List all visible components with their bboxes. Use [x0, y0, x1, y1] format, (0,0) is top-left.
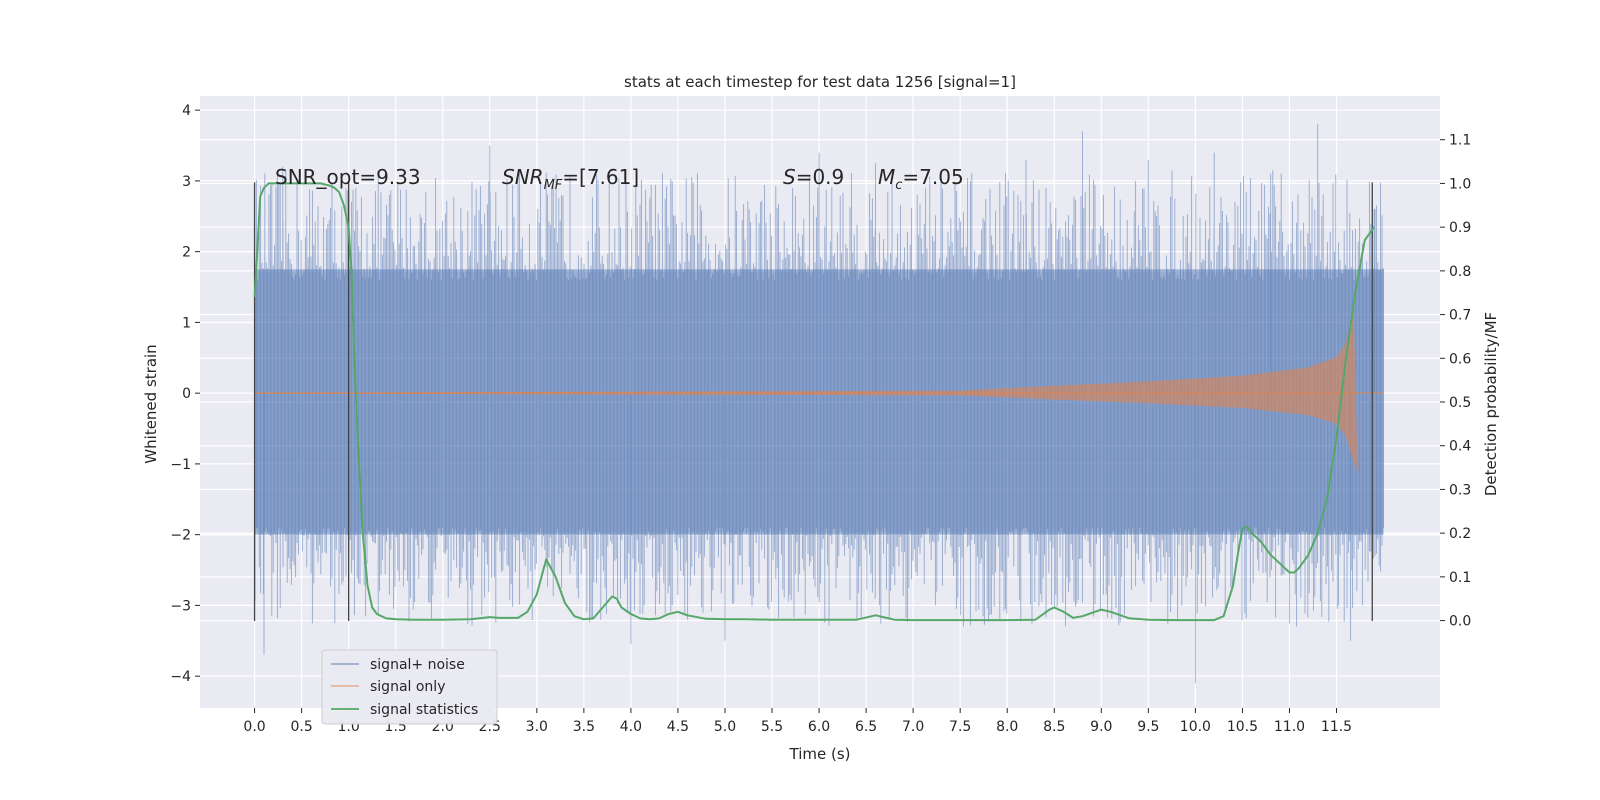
right-y-tick-label: 0.5 — [1449, 395, 1471, 411]
legend-label-signal-statistics: signal statistics — [370, 702, 478, 718]
left-y-tick-label: −2 — [170, 528, 191, 544]
x-tick-label: 0.5 — [290, 719, 312, 735]
left-y-tick-label: 1 — [182, 315, 191, 331]
x-tick-label: 7.0 — [902, 719, 924, 735]
right-y-tick-label: 0.7 — [1449, 308, 1471, 324]
right-y-tick-label: 0.3 — [1449, 482, 1471, 498]
signal-statistics-series — [253, 182, 1375, 622]
snr-mf-main: SNR — [502, 165, 544, 189]
chart-title: stats at each timestep for test data 125… — [624, 73, 1016, 91]
vertical-markers — [253, 182, 1373, 621]
right-y-tick-label: 1.0 — [1449, 176, 1471, 192]
mc-annotation: Mc=7.05 — [878, 165, 964, 193]
right-y-axis-ticks: 0.0 0.1 0.2 0.3 0.4 0.5 0.6 0.7 0.8 0.9 1.0 1.1 — [1440, 133, 1471, 630]
mc-sub: c — [895, 178, 902, 193]
x-tick-label: 8.0 — [996, 719, 1018, 735]
x-tick-label: 3.5 — [573, 719, 595, 735]
left-y-tick-label: 0 — [182, 386, 191, 402]
right-y-tick-label: 0.1 — [1449, 570, 1471, 586]
x-tick-label: 6.0 — [808, 719, 830, 735]
x-tick-label: 9.0 — [1090, 719, 1112, 735]
snr-opt-annotation: SNR_opt=9.33 — [275, 165, 421, 189]
s-annotation: S=0.9 — [783, 165, 844, 189]
x-tick-label: 9.5 — [1137, 719, 1159, 735]
snr-mf-value: =[7.61] — [562, 165, 639, 189]
mc-value: =7.05 — [902, 165, 963, 189]
right-y-tick-label: 0.9 — [1449, 220, 1471, 236]
right-y-tick-label: 0.6 — [1449, 351, 1471, 367]
x-tick-label: 11.0 — [1274, 719, 1305, 735]
left-y-tick-label: −3 — [170, 598, 191, 614]
left-y-tick-label: 2 — [182, 245, 191, 261]
left-y-tick-label: 3 — [182, 174, 191, 190]
signal-only-series — [254, 315, 1384, 472]
x-tick-label: 8.5 — [1043, 719, 1065, 735]
right-y-tick-label: 1.1 — [1449, 133, 1471, 149]
annotations: SNR_opt=9.33 SNRMF=[7.61] S=0.9 Mc=7.05 — [275, 165, 964, 193]
x-tick-label: 0.0 — [243, 719, 265, 735]
right-y-tick-label: 0.4 — [1449, 439, 1471, 455]
snr-mf-sub: MF — [544, 178, 563, 193]
signal-only-envelope — [254, 315, 1358, 472]
x-axis-label: Time (s) — [789, 745, 851, 763]
x-tick-label: 4.5 — [667, 719, 689, 735]
left-y-tick-label: −1 — [170, 457, 191, 473]
x-tick-label: 6.5 — [855, 719, 877, 735]
x-tick-label: 4.0 — [620, 719, 642, 735]
x-tick-label: 3.0 — [526, 719, 548, 735]
right-y-tick-label: 0.2 — [1449, 526, 1471, 542]
legend-label-signal-only: signal only — [370, 679, 445, 695]
left-y-axis-label: Whitened strain — [142, 344, 160, 463]
x-tick-label: 10.5 — [1227, 719, 1258, 735]
legend-box — [321, 649, 498, 725]
right-y-tick-label: 0.8 — [1449, 264, 1471, 280]
snr-mf-annotation: SNRMF=[7.61] — [502, 165, 639, 193]
x-tick-label: 11.5 — [1321, 719, 1352, 735]
left-y-tick-label: 4 — [182, 103, 191, 119]
legend-label-signal-noise: signal+ noise — [370, 657, 465, 673]
x-tick-label: 10.0 — [1180, 719, 1211, 735]
mc-main: M — [878, 165, 895, 189]
right-y-tick-label: 0.0 — [1449, 614, 1471, 630]
legend: signal+ noise signal only signal statist… — [321, 649, 498, 725]
right-y-axis-label: Detection probability/MF — [1482, 312, 1500, 496]
left-y-tick-label: −4 — [170, 669, 191, 685]
s-value: =0.9 — [796, 165, 845, 189]
x-tick-label: 7.5 — [949, 719, 971, 735]
x-tick-label: 5.0 — [714, 719, 736, 735]
s-symbol: S — [783, 165, 796, 189]
left-y-axis-ticks: −4 −3 −2 −1 0 1 2 3 4 — [170, 103, 200, 685]
x-tick-label: 5.5 — [761, 719, 783, 735]
signal-statistics-line — [253, 182, 1375, 622]
